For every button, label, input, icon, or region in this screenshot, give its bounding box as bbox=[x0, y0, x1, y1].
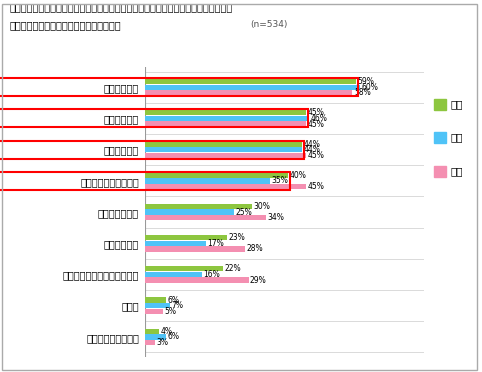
Text: 4%: 4% bbox=[161, 327, 173, 336]
Bar bbox=[145, 278, 249, 283]
Text: 45%: 45% bbox=[308, 151, 324, 160]
Bar bbox=[145, 246, 245, 251]
Bar bbox=[145, 153, 306, 158]
Text: 58%: 58% bbox=[354, 89, 371, 97]
Bar bbox=[145, 328, 159, 334]
Bar bbox=[0, 172, 290, 190]
Text: 59%: 59% bbox=[358, 77, 375, 86]
Bar bbox=[145, 209, 234, 215]
Bar bbox=[145, 334, 166, 340]
Bar bbox=[145, 147, 302, 152]
Bar bbox=[145, 173, 288, 178]
Text: 7%: 7% bbox=[171, 301, 183, 310]
Text: 60%: 60% bbox=[361, 83, 378, 92]
Bar bbox=[145, 241, 205, 246]
Text: 16%: 16% bbox=[203, 270, 220, 279]
Bar bbox=[145, 184, 306, 189]
Bar bbox=[145, 121, 306, 127]
Text: 28%: 28% bbox=[246, 244, 263, 253]
Text: 35%: 35% bbox=[271, 176, 288, 185]
Text: 全体: 全体 bbox=[451, 99, 463, 109]
Bar bbox=[0, 109, 308, 128]
Text: 30%: 30% bbox=[254, 202, 270, 211]
Bar bbox=[145, 272, 202, 277]
Bar bbox=[145, 178, 270, 183]
Text: 女性: 女性 bbox=[451, 166, 463, 176]
Text: 44%: 44% bbox=[304, 140, 321, 148]
Text: 22%: 22% bbox=[225, 264, 241, 273]
Text: 男性: 男性 bbox=[451, 133, 463, 142]
Bar bbox=[145, 84, 360, 90]
Text: 6%: 6% bbox=[168, 295, 179, 305]
Text: 45%: 45% bbox=[308, 182, 324, 191]
Text: 29%: 29% bbox=[250, 276, 267, 285]
Text: 17%: 17% bbox=[207, 239, 224, 248]
Text: 46%: 46% bbox=[311, 114, 328, 123]
Bar bbox=[145, 340, 155, 345]
Bar bbox=[145, 90, 352, 96]
Bar bbox=[145, 215, 267, 220]
Text: 3%: 3% bbox=[157, 338, 169, 347]
Bar bbox=[145, 266, 224, 272]
Text: 45%: 45% bbox=[308, 108, 324, 117]
Bar bbox=[145, 141, 302, 147]
Bar bbox=[0, 141, 304, 159]
Bar bbox=[145, 309, 162, 314]
Text: (n=534): (n=534) bbox=[251, 20, 288, 29]
Text: 40%: 40% bbox=[289, 171, 306, 180]
Bar bbox=[145, 303, 170, 308]
Text: 23%: 23% bbox=[228, 233, 245, 242]
Text: あなたがコンビニを利用して、「便利だな」と感じるのは、どのようなときですか。: あなたがコンビニを利用して、「便利だな」と感じるのは、どのようなときですか。 bbox=[10, 2, 233, 12]
Bar bbox=[0, 78, 358, 96]
Bar bbox=[145, 79, 356, 84]
Bar bbox=[145, 110, 306, 115]
Text: 44%: 44% bbox=[304, 145, 321, 154]
Text: 5%: 5% bbox=[164, 307, 176, 316]
Text: 次の中から、いくつでも選んでください。: 次の中から、いくつでも選んでください。 bbox=[10, 20, 121, 31]
Bar bbox=[145, 116, 309, 121]
Text: 6%: 6% bbox=[168, 332, 179, 341]
Bar bbox=[145, 235, 227, 240]
Text: 25%: 25% bbox=[236, 208, 253, 217]
Text: 34%: 34% bbox=[268, 213, 285, 222]
Bar bbox=[145, 297, 166, 303]
Text: 45%: 45% bbox=[308, 119, 324, 129]
Bar bbox=[145, 204, 252, 209]
